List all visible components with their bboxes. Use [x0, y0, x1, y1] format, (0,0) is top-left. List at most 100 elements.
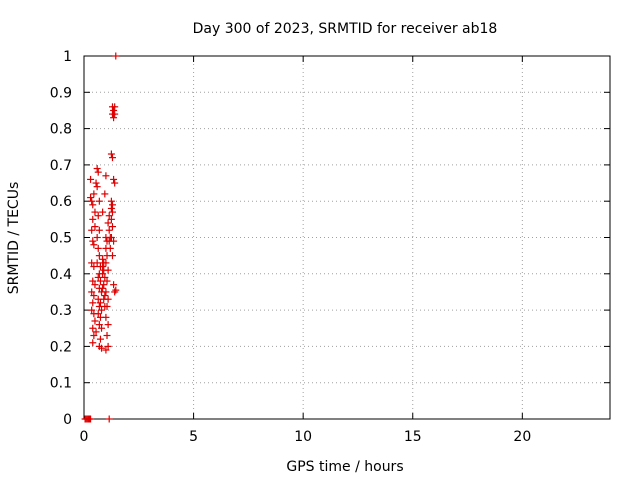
y-tick-label: 0.4	[50, 267, 72, 283]
y-tick-label: 0	[63, 412, 72, 428]
data-point	[90, 241, 98, 249]
data-point	[110, 106, 118, 114]
data-point	[102, 346, 110, 354]
y-tick-label: 0.7	[50, 158, 72, 174]
data-points	[81, 52, 120, 423]
axis-ticks: 00.10.20.30.40.50.60.70.80.910 5 10 15 20	[50, 49, 610, 445]
data-point	[101, 292, 109, 300]
data-point	[111, 288, 119, 296]
data-point	[104, 321, 112, 329]
data-point	[98, 344, 106, 352]
data-point	[96, 277, 104, 285]
y-tick-label: 1	[63, 49, 72, 65]
data-point	[107, 215, 115, 223]
data-point	[90, 190, 98, 198]
data-point	[92, 328, 100, 336]
data-point	[88, 197, 96, 205]
data-point	[93, 234, 101, 241]
data-point	[90, 292, 98, 300]
data-point	[95, 321, 103, 329]
data-point	[99, 284, 107, 292]
data-point	[107, 204, 115, 212]
data-point	[95, 226, 103, 234]
data-point	[99, 208, 107, 216]
data-point	[107, 150, 115, 158]
data-point	[89, 237, 97, 245]
data-point	[95, 197, 103, 205]
data-point	[89, 339, 97, 347]
data-point	[88, 306, 96, 314]
data-point	[100, 281, 108, 289]
data-point	[111, 103, 119, 111]
data-point	[108, 201, 116, 209]
data-point	[105, 226, 113, 234]
data-point	[102, 172, 110, 180]
data-point	[94, 244, 102, 252]
data-point	[99, 263, 107, 271]
y-tick-label: 0.9	[50, 85, 72, 101]
data-point	[107, 197, 115, 205]
data-point	[107, 234, 115, 241]
data-point	[102, 313, 110, 321]
data-point	[108, 223, 116, 231]
data-point	[112, 286, 120, 294]
data-point	[110, 281, 118, 289]
data-point	[104, 295, 112, 303]
grid-lines	[84, 56, 610, 419]
x-tick-label: 10	[294, 429, 312, 445]
data-point	[94, 168, 102, 176]
y-tick-label: 0.1	[50, 376, 72, 392]
data-point	[103, 302, 111, 310]
data-point	[89, 277, 97, 285]
data-point	[108, 252, 116, 260]
data-point	[110, 114, 118, 122]
data-point	[88, 288, 96, 296]
data-point	[91, 281, 99, 289]
data-point	[101, 273, 109, 281]
data-point	[96, 299, 104, 307]
data-point	[103, 332, 111, 340]
x-tick-label: 15	[404, 429, 422, 445]
data-point	[93, 259, 101, 267]
data-point	[111, 179, 119, 187]
y-tick-label: 0.3	[50, 303, 72, 319]
y-tick-label: 0.8	[50, 122, 72, 138]
data-point	[90, 263, 98, 271]
x-tick-label: 0	[80, 429, 89, 445]
chart-title: Day 300 of 2023, SRMTID for receiver ab1…	[193, 21, 498, 37]
data-point	[106, 244, 114, 252]
data-point	[104, 219, 112, 227]
data-point	[99, 255, 107, 263]
data-point	[87, 415, 95, 423]
data-point	[104, 266, 112, 274]
data-point	[110, 237, 118, 245]
data-point	[90, 332, 98, 340]
data-point	[93, 183, 101, 191]
data-point	[102, 288, 110, 296]
data-point	[99, 270, 107, 278]
data-point	[108, 154, 116, 162]
data-point	[96, 335, 104, 343]
data-point	[87, 175, 95, 183]
data-point	[95, 252, 103, 260]
data-point	[89, 201, 97, 209]
data-point	[98, 306, 106, 314]
data-point	[91, 223, 99, 231]
data-point	[104, 342, 112, 350]
y-tick-label: 0.2	[50, 339, 72, 355]
y-tick-label: 0.6	[50, 194, 72, 210]
data-point	[93, 165, 101, 173]
data-point	[101, 190, 109, 198]
data-point	[91, 208, 99, 216]
data-point	[88, 226, 96, 234]
y-tick-label: 0.5	[50, 231, 72, 247]
data-point	[112, 52, 120, 60]
plot-frame	[83, 55, 611, 420]
x-axis-label: GPS time / hours	[286, 459, 403, 475]
x-tick-label: 20	[513, 429, 531, 445]
data-point	[105, 212, 113, 220]
data-point	[111, 110, 119, 118]
data-point	[89, 299, 97, 307]
data-point	[87, 194, 95, 202]
